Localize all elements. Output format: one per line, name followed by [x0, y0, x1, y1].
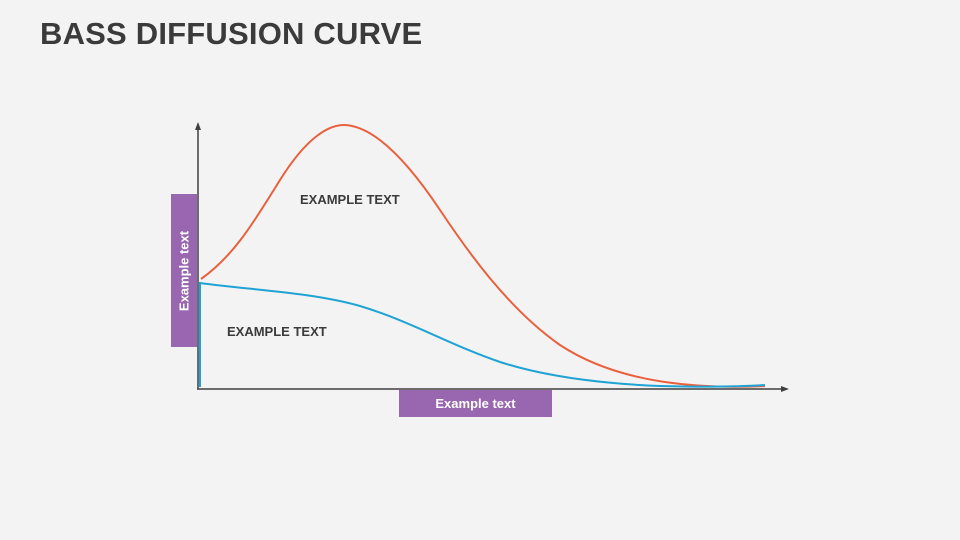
- adoption-curve: [200, 124, 766, 388]
- slide-title: BASS DIFFUSION CURVE: [40, 16, 423, 51]
- y-axis-label: Example text: [176, 230, 192, 311]
- y-axis-label-box: Example text: [171, 194, 197, 347]
- x-axis-arrowhead: [781, 386, 789, 392]
- adoption-curve-label: EXAMPLE TEXT: [300, 192, 400, 207]
- x-axis-label: Example text: [399, 390, 552, 417]
- innovator-curve-label: EXAMPLE TEXT: [227, 324, 327, 339]
- innovator-curve: [199, 281, 766, 388]
- y-axis-arrowhead: [195, 122, 201, 130]
